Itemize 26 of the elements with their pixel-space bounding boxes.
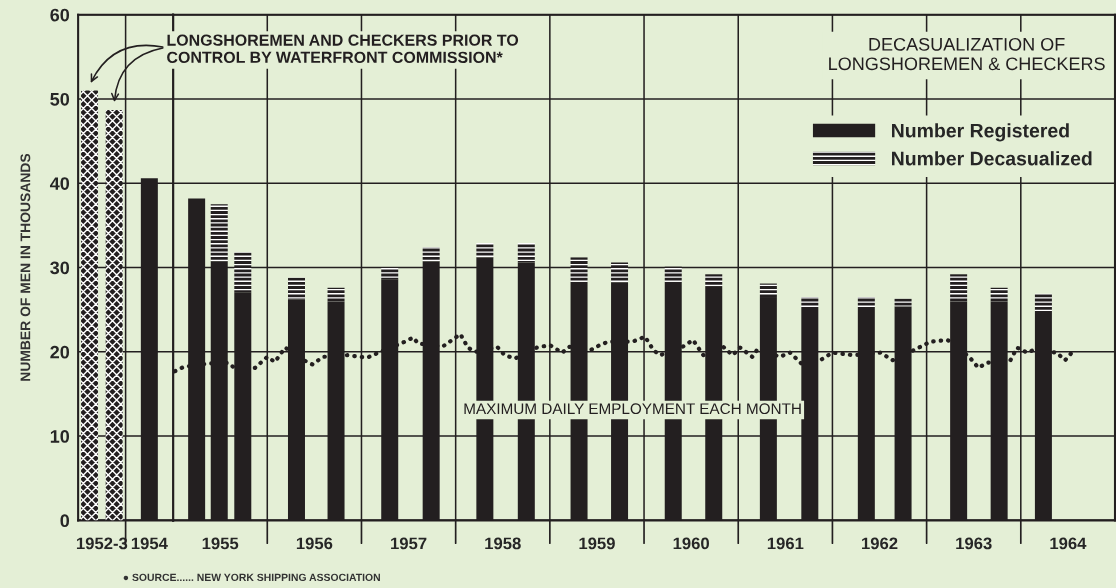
y-tick-label: 40 bbox=[49, 177, 70, 190]
x-tick-label: 1958 bbox=[485, 537, 521, 550]
x-tick-label: 1963 bbox=[956, 537, 992, 550]
legend-label: Number Registered bbox=[892, 123, 1069, 142]
y-tick-label: 50 bbox=[50, 92, 70, 106]
legend-label: Number Decasualized bbox=[892, 151, 1092, 166]
y-tick-label: 0 bbox=[60, 514, 70, 528]
x-tick-label: 1954 bbox=[131, 537, 168, 550]
y-axis-title: NUMBER OF MEN IN THOUSANDS bbox=[20, 153, 31, 381]
x-tick-label: 1957 bbox=[391, 537, 427, 550]
y-tick-label: 30 bbox=[50, 261, 70, 275]
y-tick-label: 10 bbox=[50, 430, 70, 443]
x-tick-label: 1962 bbox=[862, 537, 898, 550]
annotation: MAXIMUM DAILY EMPLOYMENT EACH MONTH bbox=[464, 403, 801, 415]
x-tick-label: 1955 bbox=[202, 537, 239, 550]
annotation: LONGSHOREMEN AND CHECKERS PRIOR TO CONTROL BY WATERFRONT COMMISSION* bbox=[167, 34, 519, 63]
text: DECASUALIZATION OF LONGSHOREMEN & CHECKERS bbox=[829, 37, 1105, 71]
text: ● SOURCE...... NEW YORK SHIPPING ASSOCIATION bbox=[123, 573, 380, 582]
x-tick-label: 1956 bbox=[296, 537, 333, 550]
y-tick-label: 20 bbox=[50, 345, 70, 359]
x-tick-label: 1964 bbox=[1050, 537, 1087, 550]
y-tick-label: 60 bbox=[50, 8, 70, 22]
x-tick-label: 1959 bbox=[579, 537, 615, 550]
x-tick-label: 1960 bbox=[673, 537, 709, 550]
x-tick-label: 1952-3 bbox=[76, 537, 128, 550]
x-tick-label: 1961 bbox=[767, 537, 804, 550]
